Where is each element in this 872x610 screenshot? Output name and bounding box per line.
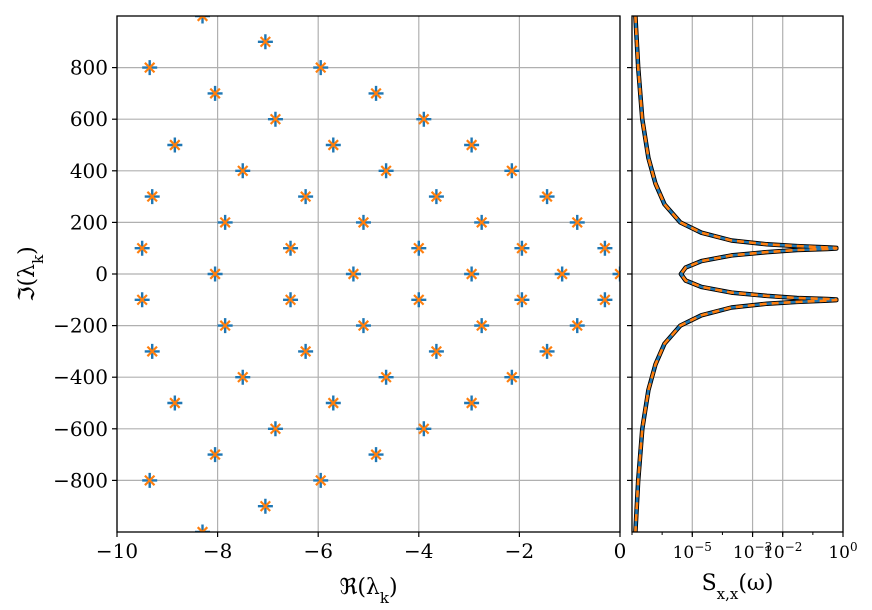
x-marker bbox=[146, 191, 158, 203]
x-marker bbox=[300, 345, 312, 357]
x-marker bbox=[370, 87, 382, 99]
x-marker bbox=[327, 139, 339, 151]
x-marker bbox=[556, 268, 568, 280]
x-marker bbox=[219, 216, 231, 228]
eigenvalue-scatter-plot: −10 −8 −6 −4 −2 0 −800 −600 −400 −200 0 200 400 600 80… bbox=[15, 15, 626, 607]
x-marker bbox=[347, 268, 359, 280]
y-tick-label: −200 bbox=[53, 314, 108, 338]
x-marker bbox=[284, 294, 297, 306]
x-marker bbox=[516, 242, 528, 254]
y-tick-label: 800 bbox=[70, 56, 108, 80]
x-tick-label: −6 bbox=[303, 539, 332, 563]
x-marker bbox=[506, 165, 518, 177]
x-marker bbox=[413, 242, 425, 254]
x-tick-label: 0 bbox=[614, 539, 627, 563]
x-marker bbox=[466, 139, 478, 151]
y-tick-label: −400 bbox=[53, 365, 108, 389]
x-marker bbox=[541, 345, 553, 357]
x-tick-label: −10 bbox=[96, 539, 138, 563]
x-marker bbox=[380, 371, 392, 383]
x-tick-label: −2 bbox=[505, 539, 534, 563]
y-tick-label: 200 bbox=[70, 210, 108, 234]
x-marker bbox=[466, 397, 478, 409]
x-marker bbox=[418, 423, 430, 435]
plus-marker bbox=[195, 524, 211, 532]
x-tick-label: 100 bbox=[828, 540, 857, 563]
x-marker bbox=[269, 113, 282, 125]
y-tick-label: 600 bbox=[70, 107, 108, 131]
x-marker bbox=[571, 216, 583, 228]
x-marker bbox=[237, 165, 249, 177]
x-tick-label: 10−2 bbox=[763, 540, 802, 563]
left-grid bbox=[116, 16, 621, 532]
x-marker bbox=[506, 371, 518, 383]
x-marker bbox=[146, 345, 158, 357]
x-marker bbox=[196, 526, 209, 532]
x-marker bbox=[209, 449, 221, 461]
x-marker bbox=[357, 320, 370, 332]
x-marker bbox=[327, 397, 339, 409]
x-marker bbox=[430, 191, 442, 203]
x-tick-label: 10−3 bbox=[733, 540, 772, 563]
x-marker bbox=[300, 191, 312, 203]
x-marker bbox=[209, 87, 221, 99]
x-marker bbox=[136, 294, 148, 306]
x-marker bbox=[237, 371, 249, 383]
x-marker bbox=[219, 320, 231, 332]
x-marker bbox=[169, 397, 181, 409]
x-marker bbox=[476, 320, 488, 332]
plus-marker bbox=[612, 266, 620, 282]
left-marks bbox=[134, 16, 620, 532]
left-y-axis-label: ℑ(λk) bbox=[15, 246, 47, 302]
right-ticks: 10−5 10−310−2 100 bbox=[627, 66, 858, 563]
x-marker bbox=[571, 320, 583, 332]
x-marker bbox=[466, 268, 478, 280]
x-marker bbox=[430, 345, 442, 357]
x-marker bbox=[169, 139, 181, 151]
x-tick-label: 10−5 bbox=[673, 540, 712, 563]
x-marker bbox=[599, 294, 611, 306]
x-marker bbox=[315, 62, 327, 74]
x-marker bbox=[614, 268, 620, 280]
x-marker bbox=[370, 449, 382, 461]
x-marker bbox=[196, 16, 209, 22]
x-marker bbox=[516, 294, 528, 306]
y-tick-label: 400 bbox=[70, 159, 108, 183]
x-marker bbox=[284, 242, 297, 254]
plus-marker bbox=[195, 16, 211, 24]
x-tick-label: −4 bbox=[404, 539, 433, 563]
x-marker bbox=[259, 36, 271, 48]
x-marker bbox=[357, 216, 370, 228]
y-tick-label: −800 bbox=[53, 468, 108, 492]
x-marker bbox=[259, 500, 271, 512]
x-marker bbox=[599, 242, 611, 254]
x-marker bbox=[380, 165, 392, 177]
spectral-density-plot: 10−5 10−310−2 100 Sx,x(ω) bbox=[627, 15, 858, 603]
right-marks bbox=[633, 16, 839, 532]
spectral-lines bbox=[633, 16, 839, 532]
scatter-points bbox=[134, 16, 620, 532]
left-x-axis-label: ℜ(λk) bbox=[339, 575, 397, 607]
x-marker bbox=[418, 113, 430, 125]
y-tick-label: 0 bbox=[95, 262, 108, 286]
x-marker bbox=[315, 474, 327, 486]
x-marker bbox=[413, 294, 425, 306]
x-marker bbox=[541, 191, 553, 203]
right-x-axis-label: Sx,x(ω) bbox=[702, 571, 774, 603]
right-grid bbox=[632, 16, 844, 532]
x-tick-label: −8 bbox=[203, 539, 232, 563]
x-marker bbox=[269, 423, 282, 435]
x-marker bbox=[144, 474, 156, 486]
x-marker bbox=[136, 242, 148, 254]
x-marker bbox=[209, 268, 221, 280]
orange-spectral-line bbox=[634, 16, 838, 532]
left-ticks: −10 −8 −6 −4 −2 0 −800 −600 −400 −200 0 200 400 600 80… bbox=[53, 56, 626, 563]
y-tick-label: −600 bbox=[53, 417, 108, 441]
x-marker bbox=[476, 216, 488, 228]
x-marker bbox=[144, 62, 156, 74]
